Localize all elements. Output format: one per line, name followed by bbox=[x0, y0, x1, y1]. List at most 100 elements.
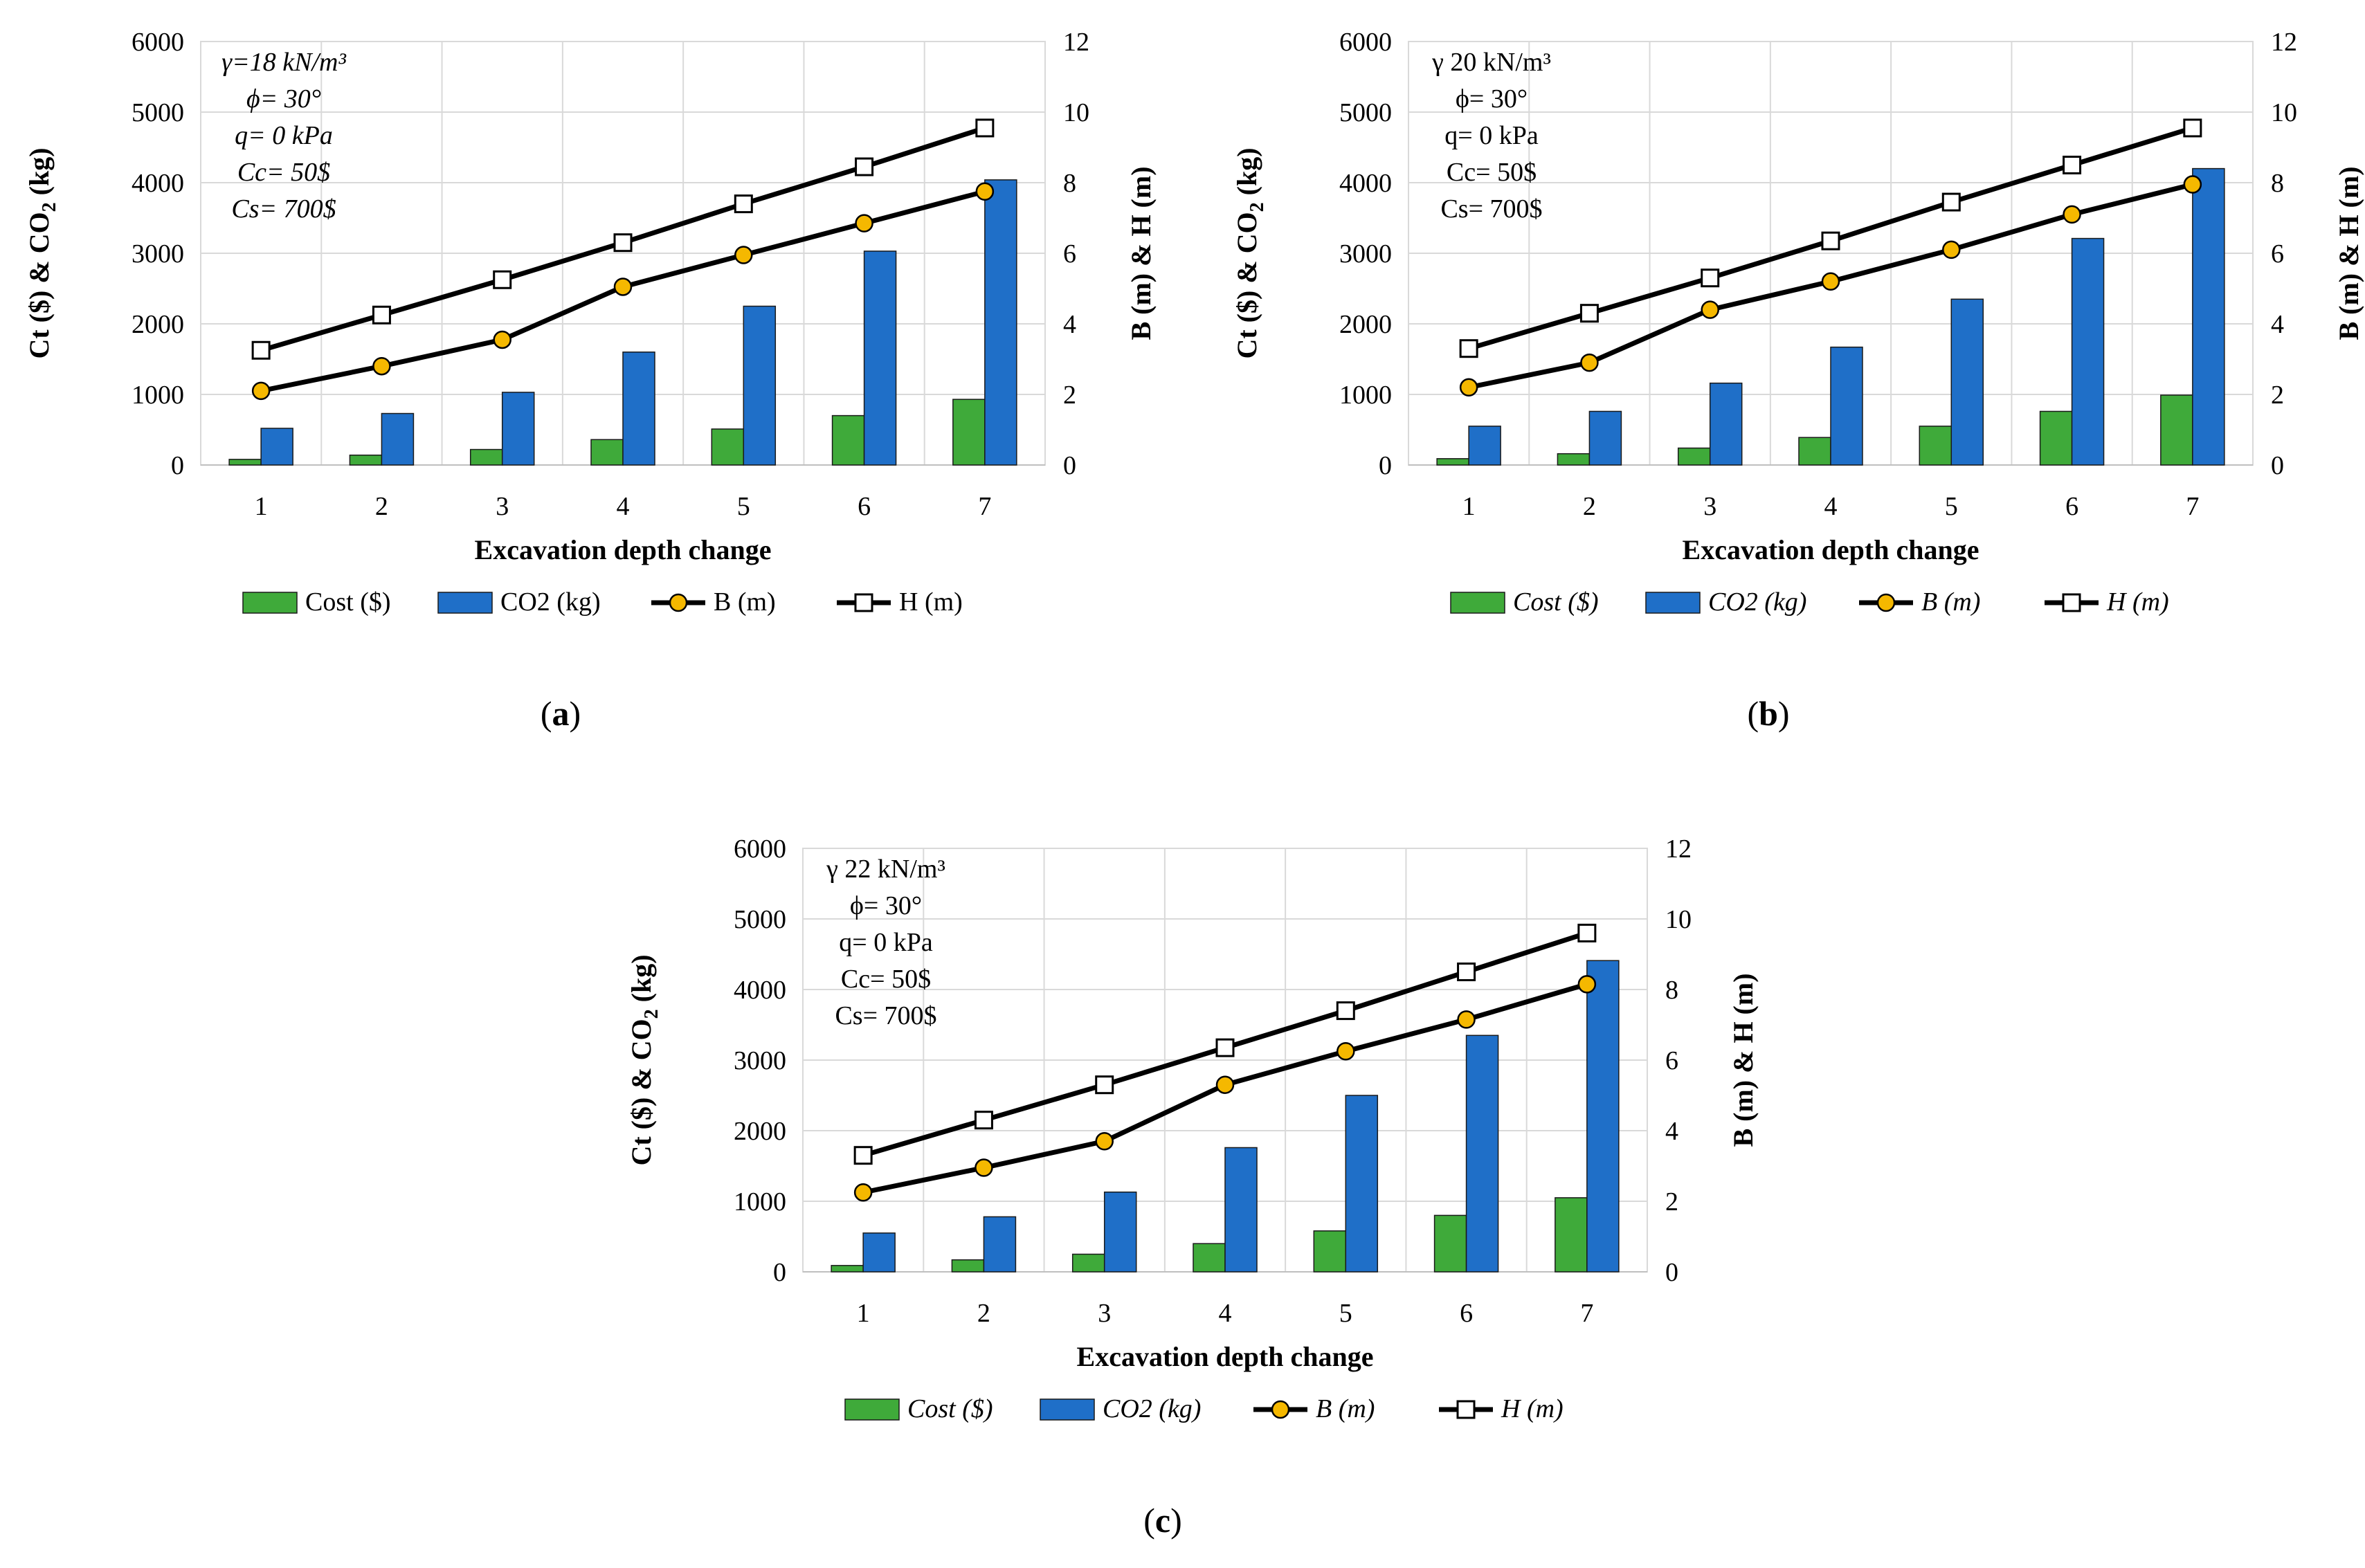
tick-label: 8 bbox=[1063, 169, 1076, 198]
bar bbox=[349, 454, 383, 466]
panel-label: (a) bbox=[541, 694, 581, 733]
legend-swatch-marker bbox=[669, 593, 688, 612]
y-title-part: Ct ($) & CO bbox=[1231, 212, 1262, 358]
y-axis-right-title: B (m) & H (m) bbox=[1728, 973, 1759, 1147]
y-axis-right-ticks: 0 2 4 6 8 10 12 bbox=[1063, 28, 1089, 480]
data-point bbox=[493, 330, 511, 349]
bar bbox=[1709, 382, 1743, 466]
bar bbox=[1677, 447, 1711, 466]
panel-paren: ) bbox=[1170, 1501, 1182, 1540]
legend-swatch bbox=[1040, 1398, 1095, 1421]
x-axis-title: Excavation depth change bbox=[1077, 1341, 1374, 1372]
series-h-m- bbox=[853, 923, 1597, 1165]
tick-label: 2000 bbox=[132, 310, 184, 339]
tick-label: 1000 bbox=[734, 1187, 786, 1216]
tick-label: 4 bbox=[1824, 492, 1838, 521]
bar bbox=[862, 1232, 896, 1273]
tick-label: 4 bbox=[617, 492, 630, 521]
series-h-m- bbox=[251, 118, 995, 360]
data-point bbox=[1579, 304, 1599, 323]
data-point bbox=[1821, 231, 1840, 250]
bar bbox=[1950, 298, 1984, 466]
y-axis-left-title: Ct ($) & CO2 (kg) bbox=[626, 954, 662, 1165]
bar bbox=[1555, 1197, 1588, 1273]
annotation-line: Cc= 50$ bbox=[1447, 158, 1537, 187]
bar bbox=[260, 428, 293, 466]
tick-label: 1 bbox=[255, 492, 268, 521]
legend: Cost ($) CO2 (kg) B (m) H (m) bbox=[1450, 587, 2169, 617]
data-point bbox=[853, 1183, 873, 1202]
tick-label: 2 bbox=[375, 492, 388, 521]
y-axis-right-ticks: 0 2 4 6 8 10 12 bbox=[2271, 28, 2297, 480]
tick-label: 8 bbox=[1665, 976, 1678, 1005]
data-point bbox=[1821, 272, 1840, 291]
data-point bbox=[734, 246, 753, 264]
legend-item: CO2 (kg) bbox=[437, 587, 601, 617]
tick-label: 7 bbox=[978, 492, 991, 521]
data-point bbox=[613, 233, 633, 253]
tick-label: 12 bbox=[1063, 28, 1089, 57]
bar bbox=[831, 1265, 864, 1273]
tick-label: 0 bbox=[1379, 451, 1392, 480]
tick-label: 10 bbox=[1063, 98, 1089, 127]
data-point bbox=[493, 270, 512, 289]
tick-label: 6 bbox=[1665, 1046, 1678, 1075]
y-title-subscript: 2 bbox=[1247, 202, 1268, 212]
bar bbox=[1313, 1230, 1347, 1273]
y-axis-left-ticks: 0 1000 2000 3000 4000 5000 6000 bbox=[132, 28, 184, 480]
tick-label: 5000 bbox=[132, 98, 184, 127]
tick-label: 3000 bbox=[734, 1046, 786, 1075]
series-cost- bbox=[831, 1197, 1588, 1273]
bar bbox=[863, 250, 897, 466]
data-point bbox=[2063, 205, 2081, 224]
tick-label: 6000 bbox=[1339, 28, 1392, 57]
tick-label: 6 bbox=[2065, 492, 2078, 521]
bar bbox=[1103, 1191, 1137, 1273]
data-point bbox=[2063, 156, 2082, 174]
tick-label: 4 bbox=[2271, 310, 2284, 339]
bar bbox=[2039, 410, 2073, 466]
legend-item: B (m) bbox=[1859, 587, 1980, 617]
annotation-line: γ=18 kN/m³ bbox=[221, 48, 346, 77]
data-point bbox=[1336, 1001, 1355, 1021]
tick-label: 5000 bbox=[1339, 98, 1392, 127]
y-title-part: (kg) bbox=[1231, 147, 1262, 202]
data-point bbox=[1457, 963, 1476, 981]
series-b-m- bbox=[251, 182, 995, 401]
panel-letter: b bbox=[1759, 694, 1778, 733]
bar bbox=[1830, 346, 1863, 466]
annotation-line: Cc= 50$ bbox=[237, 158, 330, 187]
legend-label: H (m) bbox=[2106, 587, 2169, 617]
tick-label: 5000 bbox=[734, 905, 786, 934]
bar bbox=[1224, 1147, 1258, 1273]
tick-label: 4000 bbox=[734, 976, 786, 1005]
bar bbox=[1436, 458, 1469, 466]
legend-item: CO2 (kg) bbox=[1645, 587, 1806, 617]
legend: Cost ($) CO2 (kg) B (m) H (m) bbox=[844, 1394, 1564, 1423]
data-point bbox=[1577, 923, 1597, 942]
series-co2-kg- bbox=[1468, 167, 2225, 466]
legend-swatch bbox=[242, 592, 298, 614]
panel-paren: ( bbox=[541, 694, 552, 733]
bar bbox=[2071, 237, 2105, 466]
legend-label: B (m) bbox=[714, 587, 776, 617]
tick-label: 2 bbox=[2271, 381, 2284, 410]
data-point bbox=[1095, 1075, 1114, 1095]
series-b-m- bbox=[1459, 175, 2202, 397]
data-point bbox=[1215, 1075, 1235, 1094]
legend-swatch-marker bbox=[1876, 593, 1896, 612]
tick-label: 1 bbox=[857, 1299, 870, 1328]
annotation-line: ϕ= 30° bbox=[1456, 84, 1528, 113]
bar bbox=[1557, 453, 1591, 466]
legend-swatch-marker bbox=[854, 593, 873, 612]
legend-item: CO2 (kg) bbox=[1040, 1394, 1201, 1423]
tick-label: 4000 bbox=[132, 169, 184, 198]
x-axis-ticks: 1 2 3 4 5 6 7 bbox=[255, 492, 992, 521]
tick-label: 2 bbox=[1583, 492, 1596, 521]
tick-label: 6 bbox=[1063, 239, 1076, 268]
tick-label: 3000 bbox=[132, 239, 184, 268]
legend-item: Cost ($) bbox=[242, 587, 391, 617]
grid bbox=[803, 848, 1647, 1272]
